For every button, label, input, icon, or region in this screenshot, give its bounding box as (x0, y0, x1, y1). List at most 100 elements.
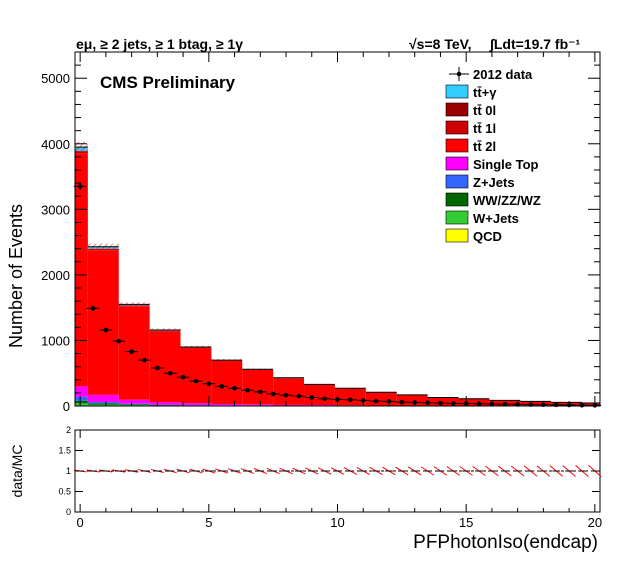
ratio-y-tick-label: 1.5 (58, 446, 71, 456)
stack-bar-tt-2l (335, 389, 366, 406)
y-tick-label: 4000 (41, 137, 70, 152)
stack-bar-single-top (119, 400, 150, 404)
data-point (425, 400, 430, 405)
data-point (297, 394, 302, 399)
data-point (245, 388, 250, 393)
stack-bar-tt-2l (119, 306, 150, 399)
stack-bar-tt-2l (88, 250, 119, 395)
data-point (374, 399, 379, 404)
legend-label: QCD (473, 229, 502, 244)
legend-swatch (446, 175, 468, 188)
ratio-y-tick-label: 2 (66, 425, 71, 435)
stack-bar-tt-2l (242, 370, 273, 404)
stack-bar-single-top (181, 403, 212, 405)
x-tick-label: 0 (77, 515, 84, 530)
data-point (284, 393, 289, 398)
energy-label: √s=8 TeV, (409, 36, 472, 52)
legend-swatch (446, 157, 468, 170)
stack-bar-tt-2l (458, 399, 489, 406)
data-point (400, 400, 405, 405)
stack-bar-single-top (75, 386, 88, 396)
data-point (451, 401, 456, 406)
legend-label: W+Jets (473, 211, 519, 226)
legend-label: Single Top (473, 157, 539, 172)
data-point (129, 349, 134, 354)
legend-label-data: 2012 data (473, 67, 533, 82)
stack-bar-tt-2l (366, 392, 397, 405)
x-tick-label: 15 (459, 515, 473, 530)
ratio-y-tick-label: 0 (66, 507, 71, 517)
x-axis-label: PFPhotonIso(endcap) (413, 532, 598, 553)
stack-bar-single-top (273, 405, 304, 406)
stack-bar-tt-2l (304, 385, 335, 405)
lumi-label: ∫Ldt=19.7 fb⁻¹ (489, 36, 581, 53)
stack-bar-tt-2l (520, 402, 551, 406)
stack-bar-single-top (242, 404, 273, 405)
x-tick-label: 5 (205, 515, 212, 530)
legend-label: tt̄ 0l (473, 103, 496, 118)
data-point (116, 339, 121, 344)
data-point (104, 328, 109, 333)
stack-bar-tt-2l (273, 378, 304, 405)
stack-bar-ww-zz-wz (119, 404, 150, 405)
y-tick-label: 2000 (41, 268, 70, 283)
legend-label: tt̄ 2l (473, 139, 496, 154)
selection-label: eμ, ≥ 2 jets, ≥ 1 btag, ≥ 1γ (76, 36, 243, 52)
data-point (194, 379, 199, 384)
legend-swatch (446, 211, 468, 224)
stack-bar-single-top (211, 404, 242, 405)
data-point (219, 384, 224, 389)
ratio-y-tick-label: 0.5 (58, 487, 71, 497)
legend-swatch (446, 85, 468, 98)
data-point (580, 403, 585, 408)
stack-bar-z-jets (119, 404, 150, 405)
legend-label: WW/ZZ/WZ (473, 193, 541, 208)
stack-bar-tt-2l (150, 331, 181, 402)
y-tick-label: 0 (63, 399, 70, 414)
legend-label: tt̄ 1l (473, 121, 496, 136)
y-tick-label: 1000 (41, 333, 70, 348)
legend-label: Z+Jets (473, 175, 515, 190)
data-point (78, 184, 83, 189)
stack-bar-z-jets (75, 397, 88, 401)
data-point (168, 371, 173, 376)
y-tick-label: 3000 (41, 202, 70, 217)
legend-swatch (446, 139, 468, 152)
stack-bar-z-jets (88, 402, 119, 403)
legend-label: tt̄+γ (473, 85, 497, 100)
data-point (348, 397, 353, 402)
legend-swatch (446, 121, 468, 134)
stack-bar-tt-2l (181, 348, 212, 403)
data-point (322, 396, 327, 401)
y-axis-label: Number of Events (6, 204, 26, 348)
cms-stamp: CMS Preliminary (100, 73, 236, 92)
ratio-y-axis-label: data/MC (9, 445, 25, 498)
legend-swatch (446, 193, 468, 206)
data-point (258, 390, 263, 395)
data-point (309, 395, 314, 400)
legend-swatch (446, 103, 468, 116)
legend-data-marker (457, 72, 462, 77)
stack-bar-single-top (88, 395, 119, 402)
data-point (91, 306, 96, 311)
data-point (232, 386, 237, 391)
y-tick-label: 5000 (41, 71, 70, 86)
data-point (181, 375, 186, 380)
main-plot-area: 0 1000 2000 3000 4000 5000 CMS Preliminary Nu… (6, 52, 601, 414)
legend-swatch (446, 229, 468, 242)
data-point (142, 358, 147, 363)
ratio-plot-area: 0 5 10 15 20 0 0.5 1 1.5 2 data/MC PFPhotonIso(e… (9, 425, 602, 553)
data-point (477, 401, 482, 406)
data-point (155, 366, 160, 371)
stack-bar-ww-zz-wz (75, 401, 88, 404)
ratio-y-tick-label: 1 (66, 466, 71, 476)
data-point (207, 381, 212, 386)
x-tick-label: 10 (330, 515, 344, 530)
data-point (271, 392, 276, 397)
stack-bar-tt-2l (211, 361, 242, 404)
stack-bar-single-top (150, 402, 181, 405)
stack-bar-ww-zz-wz (88, 403, 119, 404)
x-tick-label: 20 (588, 515, 602, 530)
